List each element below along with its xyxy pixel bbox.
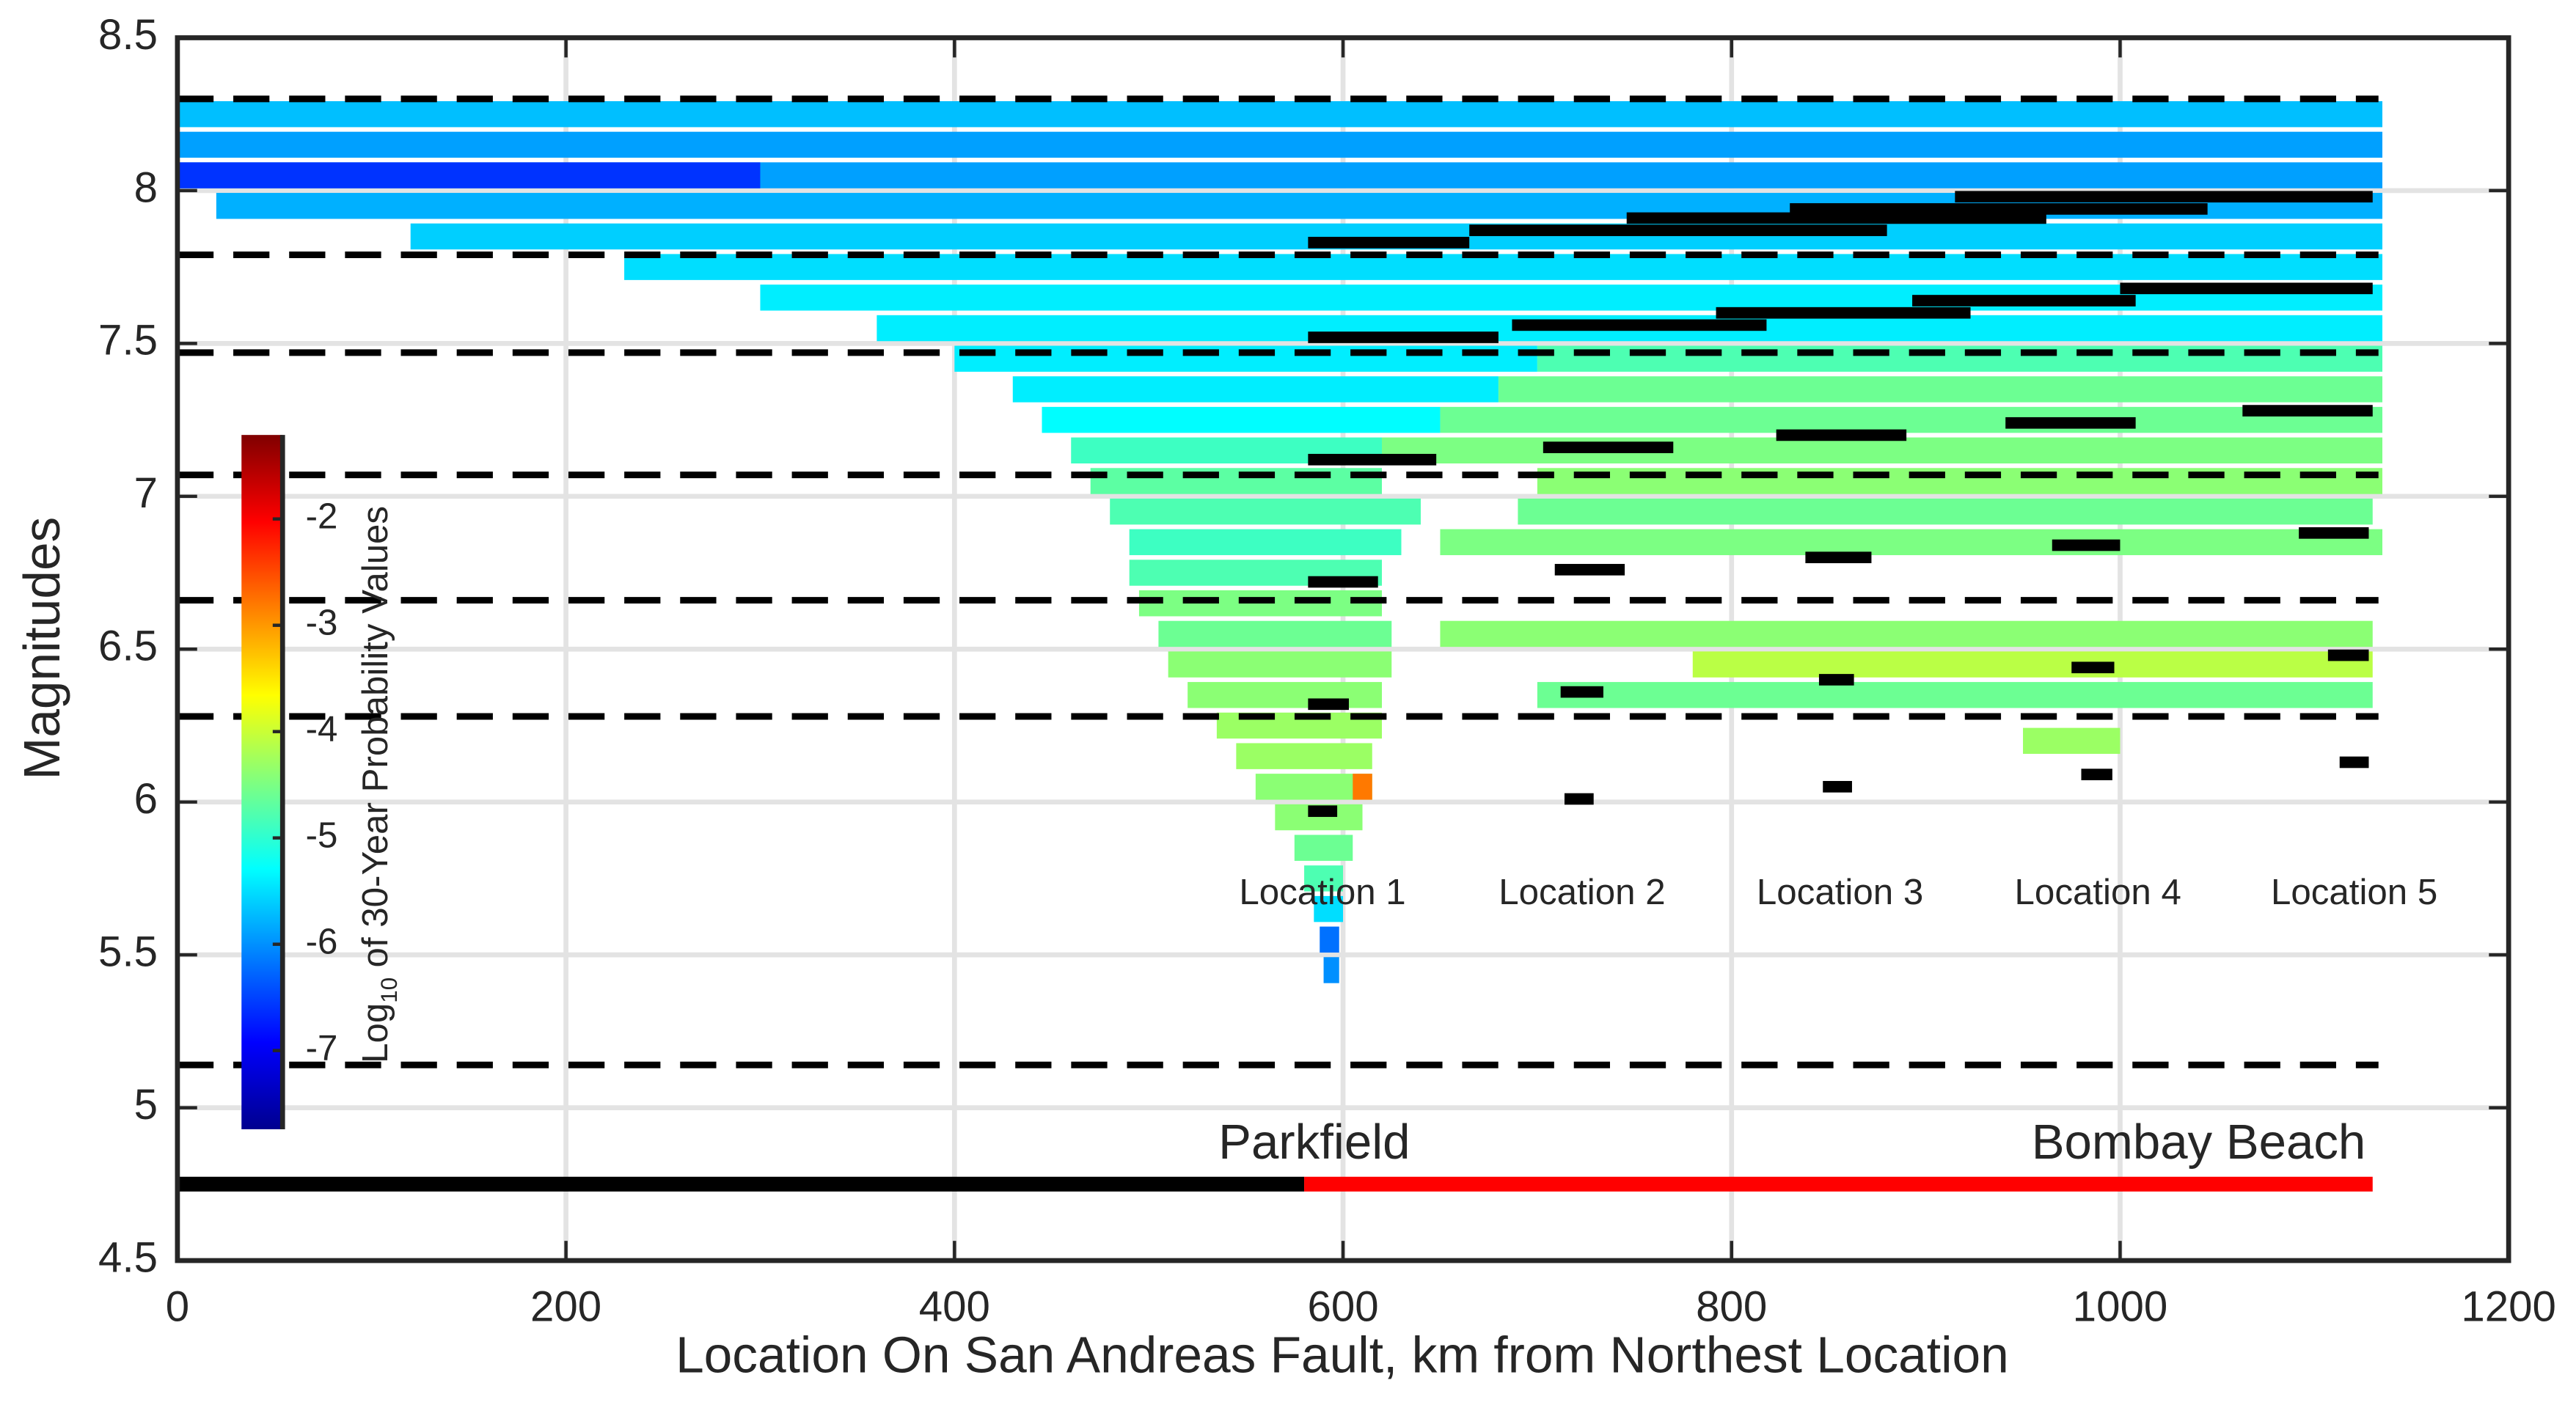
annotation: Location 5 bbox=[2271, 872, 2437, 912]
y-tick-label: 8 bbox=[134, 164, 158, 211]
colorbar-tick-label: -3 bbox=[306, 603, 338, 643]
colorbar-tick-label: -5 bbox=[306, 815, 338, 856]
location-marker bbox=[1823, 781, 1852, 793]
location-marker bbox=[1716, 307, 1971, 319]
colorbar bbox=[241, 435, 283, 1129]
location-marker bbox=[1308, 331, 1499, 343]
location-marker bbox=[1308, 698, 1349, 711]
heatmap-cell bbox=[1440, 620, 2373, 648]
heatmap-cell bbox=[1440, 406, 2383, 433]
heatmap-cell bbox=[1692, 651, 2373, 678]
location-marker bbox=[2005, 417, 2136, 429]
location-marker bbox=[2120, 282, 2373, 295]
heatmap-cell bbox=[1323, 957, 1339, 983]
x-tick-label: 800 bbox=[1696, 1283, 1767, 1331]
y-tick-label: 5.5 bbox=[98, 928, 158, 976]
heatmap-cell bbox=[1158, 620, 1392, 648]
annotation: Location 1 bbox=[1239, 872, 1405, 912]
y-tick-label: 7 bbox=[134, 469, 158, 517]
location-marker bbox=[1308, 453, 1437, 466]
heatmap-cell bbox=[1304, 865, 1344, 892]
annotation: Bombay Beach bbox=[2032, 1115, 2366, 1170]
heatmap-cell bbox=[177, 162, 761, 188]
location-marker bbox=[1818, 674, 1854, 686]
heatmap-cell bbox=[1168, 651, 1392, 678]
location-marker bbox=[1308, 236, 1470, 249]
location-marker bbox=[1564, 793, 1594, 805]
location-marker bbox=[1308, 576, 1378, 588]
x-tick-label: 200 bbox=[530, 1283, 601, 1331]
overlay: 0 200 400 600 800 1000 1200 4.5 5 5.5 6 6.5 7 7.5 8 8.5… bbox=[98, 11, 2556, 1331]
location-marker bbox=[2242, 405, 2373, 417]
annotation: Location 2 bbox=[1499, 872, 1665, 912]
heatmap-cell bbox=[2023, 727, 2121, 755]
location-marker bbox=[1805, 551, 1872, 564]
location-marker bbox=[2071, 661, 2115, 674]
location-marker bbox=[2081, 768, 2112, 781]
heatmap-cell bbox=[1498, 376, 2383, 403]
location-marker bbox=[1912, 295, 2136, 307]
colorbar-tick-label: -4 bbox=[306, 709, 338, 749]
heatmap-cell bbox=[1188, 682, 1383, 708]
heatmap-cell bbox=[177, 131, 2383, 158]
location-marker bbox=[1308, 805, 1338, 818]
location-marker bbox=[1512, 319, 1767, 331]
heatmap-cell bbox=[624, 254, 2383, 280]
y-tick-label: 7.5 bbox=[98, 317, 158, 364]
location-marker bbox=[2327, 649, 2369, 661]
y-axis-label: Magnitudes bbox=[13, 517, 70, 780]
colorbar-label-text: of 30-Year Probability Values bbox=[355, 506, 395, 967]
colorbar-tick-label: -7 bbox=[306, 1028, 338, 1068]
y-tick-label: 5 bbox=[134, 1081, 158, 1129]
heatmap-cell bbox=[1537, 682, 2373, 708]
heatmap-cell bbox=[1042, 406, 1441, 433]
y-tick-label: 8.5 bbox=[98, 11, 158, 59]
heatmap-cell bbox=[1129, 529, 1402, 556]
colorbar-tick-label: -6 bbox=[306, 922, 338, 962]
heatmap-cell bbox=[1236, 743, 1372, 769]
heatmap-cell bbox=[177, 100, 2383, 128]
x-tick-label: 0 bbox=[166, 1283, 189, 1331]
annotation: Location 4 bbox=[2015, 872, 2181, 912]
location-marker bbox=[1469, 224, 1887, 236]
x-axis-label: Location On San Andreas Fault, km from N… bbox=[676, 1327, 2009, 1384]
y-tick-label: 6.5 bbox=[98, 623, 158, 670]
location-marker bbox=[1543, 441, 1674, 453]
heatmap-cell bbox=[1012, 376, 1499, 403]
location-marker bbox=[2299, 527, 2369, 539]
heatmap-cell bbox=[1110, 498, 1421, 525]
colorbar-label-sub: 10 bbox=[376, 977, 402, 1003]
heatmap bbox=[177, 100, 2383, 983]
colorbar-label-base: Log bbox=[355, 1003, 395, 1063]
heatmap-cell bbox=[1294, 834, 1353, 861]
y-tick-label: 4.5 bbox=[98, 1233, 158, 1281]
heatmap-cell bbox=[1537, 468, 2383, 494]
annotation: Parkfield bbox=[1218, 1115, 1410, 1170]
x-tick-label: 1200 bbox=[2461, 1283, 2556, 1331]
colorbar-tick-label: -2 bbox=[306, 496, 338, 537]
location-marker bbox=[1560, 686, 1603, 698]
annotation: Location 3 bbox=[1757, 872, 1923, 912]
heatmap-cell bbox=[1382, 437, 2383, 463]
heatmap-cell bbox=[1518, 498, 2373, 525]
location-marker bbox=[1776, 429, 1907, 441]
x-tick-label: 600 bbox=[1307, 1283, 1378, 1331]
colorbar-label: Log10 of 30-Year Probability Values bbox=[355, 506, 402, 1063]
location-marker bbox=[1626, 212, 2046, 224]
location-marker bbox=[1955, 191, 2373, 203]
y-tick-label: 6 bbox=[134, 775, 158, 823]
axes-box bbox=[175, 35, 2511, 1263]
heatmap-cell bbox=[1537, 345, 2383, 372]
location-marker bbox=[2052, 539, 2121, 551]
x-tick-label: 1000 bbox=[2073, 1283, 2168, 1331]
location-marker bbox=[2339, 756, 2369, 768]
heatmap-cell bbox=[1314, 895, 1344, 922]
location-marker bbox=[1554, 564, 1625, 576]
heatmap-cell bbox=[1353, 774, 1372, 800]
location-marker bbox=[1790, 203, 2208, 215]
heatmap-cell bbox=[1320, 926, 1339, 953]
heatmap-cell bbox=[1440, 529, 2383, 556]
x-tick-label: 400 bbox=[919, 1283, 990, 1331]
